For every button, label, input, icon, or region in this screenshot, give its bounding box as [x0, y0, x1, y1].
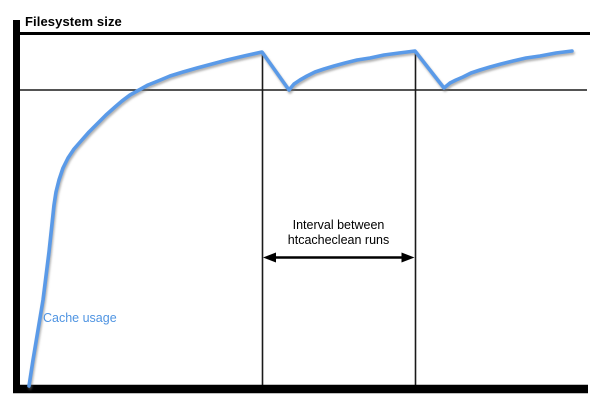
cache-usage-label: Cache usage [43, 311, 117, 325]
interval-annotation-line2: htcacheclean runs [287, 232, 390, 247]
filesystem-size-label: Filesystem size [25, 14, 122, 29]
interval-annotation: Interval between htcacheclean runs [262, 218, 415, 247]
interval-annotation-line1: Interval between [292, 218, 385, 232]
cache-usage-curve [27, 49, 574, 388]
interval-arrow-head-right [401, 252, 415, 263]
interval-arrow-head-left [263, 252, 276, 263]
